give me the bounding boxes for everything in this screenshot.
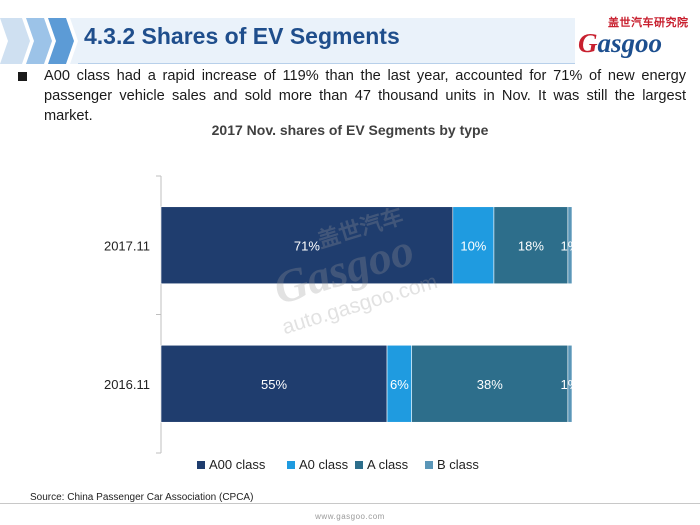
- chart-title: 2017 Nov. shares of EV Segments by type: [211, 122, 489, 138]
- data-label: 38%: [477, 377, 503, 392]
- title-band: [0, 18, 575, 64]
- footer-divider: [0, 503, 700, 504]
- legend-swatch: [355, 461, 363, 469]
- bar-segment: [567, 206, 573, 285]
- gasgoo-logo: 盖世汽车研究院 Gasgoo: [578, 14, 690, 60]
- data-label: 10%: [460, 238, 486, 253]
- logo-chinese-text: 盖世汽车研究院: [608, 16, 689, 29]
- bar-segment: [493, 206, 569, 285]
- bar-segment: [160, 206, 454, 285]
- legend-swatch: [197, 461, 205, 469]
- legend-swatch: [287, 461, 295, 469]
- bar-segment: [567, 344, 573, 423]
- bar-segment: [411, 344, 569, 423]
- data-label: 1%: [561, 377, 580, 392]
- bullet-square: [18, 72, 27, 81]
- data-label: 18%: [518, 238, 544, 253]
- legend-label: A0 class: [299, 457, 349, 472]
- data-label: 6%: [390, 377, 409, 392]
- category-label: 2017.11: [104, 238, 150, 253]
- data-label: 55%: [261, 377, 287, 392]
- legend-swatch: [425, 461, 433, 469]
- bar-segment: [386, 344, 413, 423]
- logo-wordmark: Gasgoo: [578, 28, 663, 58]
- legend-label: B class: [437, 457, 479, 472]
- legend-label: A class: [367, 457, 409, 472]
- source-note: Source: China Passenger Car Association …: [30, 492, 254, 503]
- body-paragraph: A00 class had a rapid increase of 119% t…: [44, 68, 686, 124]
- slide-title: 4.3.2 Shares of EV Segments: [84, 23, 400, 49]
- bar-segment: [452, 206, 495, 285]
- legend-label: A00 class: [209, 457, 266, 472]
- bar-segment: [160, 344, 388, 423]
- category-label: 2016.11: [104, 377, 150, 392]
- data-label: 71%: [294, 238, 320, 253]
- footer-url: www.gasgoo.com: [315, 512, 385, 521]
- data-label: 1%: [561, 238, 580, 253]
